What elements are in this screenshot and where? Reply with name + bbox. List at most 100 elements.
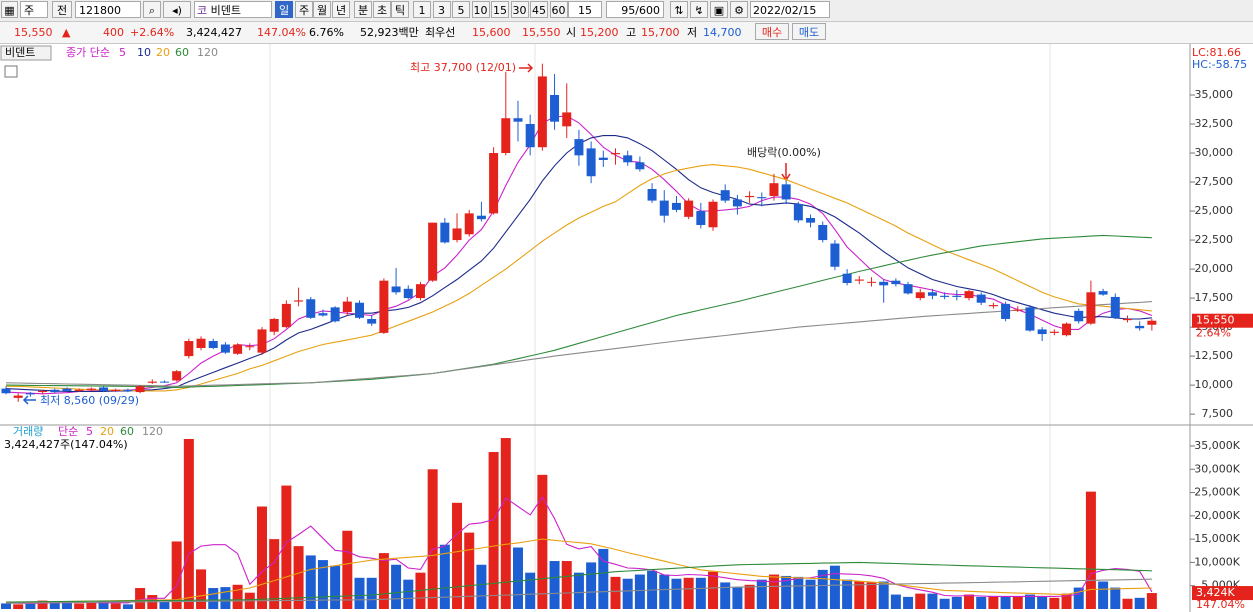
table-icon[interactable] — [4, 65, 18, 78]
interval-button[interactable]: 초 — [373, 1, 391, 18]
candle-body — [330, 307, 340, 322]
period-select[interactable]: 주 — [20, 1, 48, 18]
candle-body — [306, 299, 316, 318]
candle-body — [891, 280, 901, 285]
legend-entry: 10 — [137, 46, 151, 59]
volume-bar — [86, 602, 97, 609]
candle-body — [86, 388, 96, 390]
candle-body — [135, 386, 145, 393]
y-tick-label: 22,500 — [1195, 233, 1234, 246]
candle-body — [1147, 320, 1157, 325]
interval-button[interactable]: 분 — [354, 1, 372, 18]
last-price-box — [1192, 313, 1253, 328]
tool-icon[interactable]: ↯ — [690, 1, 708, 18]
candle-body — [525, 124, 535, 148]
prev-button[interactable]: 전 — [52, 1, 72, 18]
volume-bar — [988, 595, 999, 609]
search-icon[interactable]: ⌕ — [143, 1, 161, 18]
candle-body — [1, 388, 11, 394]
interval-button[interactable]: 30 — [510, 1, 529, 18]
volume-bar — [208, 588, 219, 609]
tool-icon[interactable]: ⇅ — [670, 1, 688, 18]
legend-box — [0, 45, 52, 61]
candle-body — [696, 211, 706, 225]
custom-interval[interactable]: 15 — [568, 1, 602, 18]
save-icon[interactable]: ▣ — [710, 1, 728, 18]
candle-body — [184, 341, 194, 357]
ma-line — [5, 578, 1152, 604]
legend-entry: 20 — [156, 46, 170, 59]
volume-bar — [98, 601, 109, 609]
volume-bar — [1000, 596, 1011, 609]
interval-button[interactable]: 주 — [295, 1, 313, 18]
stock-name: 비덴트 — [210, 4, 241, 17]
volume-bar — [1037, 596, 1048, 609]
low: 14,700 — [703, 26, 742, 39]
volume-bar — [49, 602, 60, 609]
candle-body — [854, 279, 864, 281]
volume-bar — [671, 578, 682, 609]
volume-bar — [281, 485, 292, 609]
ma-line — [5, 115, 1153, 395]
interval-button[interactable]: 틱 — [391, 1, 409, 18]
candle-body — [257, 329, 267, 353]
name-input[interactable]: 코 비덴트 — [194, 1, 272, 18]
candle-body — [1135, 325, 1145, 329]
interval-button[interactable]: 15 — [491, 1, 509, 18]
candle-body — [623, 155, 633, 163]
candle-body — [99, 387, 109, 391]
interval-button[interactable]: 3 — [432, 1, 451, 18]
candle-body — [513, 118, 523, 122]
sell-button[interactable]: 매도 — [792, 23, 826, 40]
legend-title: 거래량 — [13, 425, 43, 438]
arrow: ▲ — [62, 26, 71, 39]
interval-button[interactable]: 월 — [313, 1, 331, 18]
last-volume-box — [1192, 586, 1253, 601]
interval-button[interactable]: 60 — [549, 1, 568, 18]
volume-bar — [1110, 587, 1121, 609]
annotation: 최저 8,560 (09/29) — [40, 394, 139, 407]
volume-bar — [720, 582, 731, 609]
candle-body — [367, 318, 377, 324]
volume-bar — [1012, 596, 1023, 609]
interval-button[interactable]: 45 — [530, 1, 548, 18]
date-input[interactable]: 2022/02/15 — [750, 1, 830, 18]
y-tick-label: 10,000K — [1194, 555, 1240, 568]
menu-icon[interactable]: ▦ — [1, 1, 18, 18]
volume-bar — [659, 574, 670, 609]
interval-button[interactable]: 1 — [413, 1, 431, 18]
volume-bar — [732, 587, 743, 609]
candle-body — [281, 303, 291, 328]
candle-body — [269, 318, 279, 332]
volume-bar — [171, 541, 182, 609]
candle-body — [1049, 331, 1059, 333]
candle-body — [818, 224, 828, 241]
interval-button[interactable]: 10 — [471, 1, 490, 18]
volume-bar — [768, 574, 779, 609]
axis-info: LC:81.66 — [1192, 46, 1241, 59]
ma-line — [5, 301, 1152, 387]
candle-body — [671, 202, 681, 210]
volume-bar — [634, 574, 645, 609]
interval-button[interactable]: 5 — [452, 1, 470, 18]
turnover: 6.76% — [309, 26, 344, 39]
buy-button[interactable]: 매수 — [755, 23, 789, 40]
volume-bar — [683, 577, 694, 609]
volume-bar — [232, 584, 243, 609]
volume-bar — [1134, 597, 1145, 609]
settings-icon[interactable]: ⚙ — [730, 1, 748, 18]
volume-bar — [464, 532, 475, 609]
y-tick-label: 10,000 — [1195, 378, 1234, 391]
volume-bar — [1085, 491, 1096, 609]
volume-bar — [512, 547, 523, 609]
candle-body — [903, 284, 913, 294]
y-tick-label: 30,000 — [1195, 146, 1234, 159]
sound-icon[interactable]: ◂) — [163, 1, 191, 18]
interval-button[interactable]: 년 — [332, 1, 350, 18]
rate: +2.64% — [130, 26, 175, 39]
interval-button[interactable]: 일 — [275, 1, 293, 18]
legend-entry: 20 — [100, 425, 114, 438]
code-input[interactable]: 121800 — [75, 1, 141, 18]
volume-bar — [476, 564, 487, 609]
volume-bar — [1073, 587, 1084, 609]
